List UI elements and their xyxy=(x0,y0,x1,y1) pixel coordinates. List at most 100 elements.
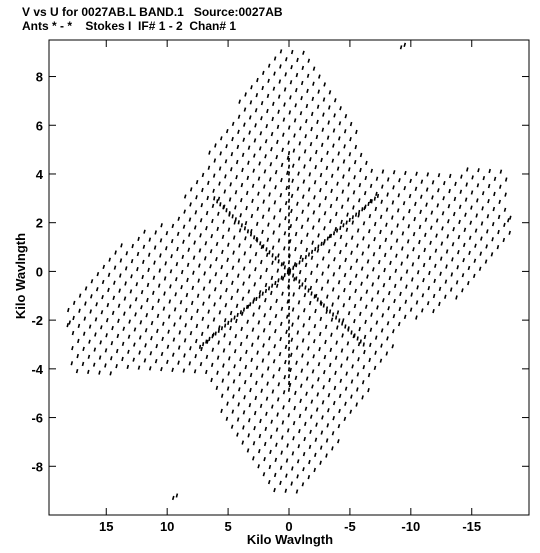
uv-point xyxy=(67,307,70,313)
uv-point xyxy=(427,285,431,291)
uv-point xyxy=(298,279,301,284)
uv-point xyxy=(124,266,128,271)
uv-point xyxy=(350,330,353,335)
uv-point xyxy=(283,374,287,380)
uv-point xyxy=(218,325,221,330)
uv-point xyxy=(246,229,250,234)
uv-point xyxy=(272,230,275,235)
uv-point xyxy=(248,115,252,120)
uv-point xyxy=(338,318,341,323)
uv-point xyxy=(66,323,69,328)
uv-point xyxy=(257,464,260,469)
uv-point xyxy=(316,392,320,397)
uv-point xyxy=(429,240,432,245)
uv-point xyxy=(431,180,435,185)
uv-point xyxy=(350,250,353,255)
uv-point xyxy=(247,160,250,165)
uv-point xyxy=(342,159,346,164)
uv-point xyxy=(327,264,330,269)
uv-point xyxy=(115,364,118,369)
uv-point xyxy=(183,209,186,214)
uv-point xyxy=(335,340,338,345)
uv-point xyxy=(237,114,241,119)
uv-point xyxy=(305,247,308,252)
uv-point xyxy=(484,259,488,264)
uv-point xyxy=(183,194,187,199)
uv-point xyxy=(268,320,272,326)
uv-point xyxy=(276,139,279,145)
uv-point xyxy=(309,429,312,434)
uv-point xyxy=(257,191,260,196)
uv-point xyxy=(470,205,473,210)
uv-point xyxy=(304,134,307,139)
uv-point xyxy=(403,185,407,191)
uv-point xyxy=(402,216,405,221)
uv-point xyxy=(339,249,342,255)
uv-point xyxy=(252,441,256,446)
uv-point xyxy=(359,167,362,173)
uv-point xyxy=(225,416,229,421)
uv-point xyxy=(463,227,467,233)
uv-point xyxy=(414,186,418,192)
uv-point xyxy=(349,265,353,271)
uv-point xyxy=(247,433,250,438)
uv-point xyxy=(214,143,217,148)
uv-point xyxy=(287,269,291,274)
uv-point xyxy=(356,336,359,341)
uv-point xyxy=(101,294,104,300)
uv-point xyxy=(295,489,299,494)
uv-point xyxy=(227,227,231,232)
uv-point xyxy=(282,132,285,137)
uv-point xyxy=(407,224,411,229)
uv-point xyxy=(225,272,229,278)
uv-point xyxy=(325,165,329,171)
uv-point xyxy=(422,262,426,268)
uv-point xyxy=(426,172,430,177)
uv-point xyxy=(270,275,274,280)
uv-point xyxy=(245,304,249,310)
uv-point xyxy=(124,281,127,286)
uv-point xyxy=(208,294,211,299)
uv-point xyxy=(376,305,379,310)
uv-point xyxy=(304,285,307,290)
uv-point xyxy=(372,267,375,272)
uv-point xyxy=(232,235,236,240)
uv-point xyxy=(446,234,450,239)
uv-point xyxy=(358,183,362,188)
uv-point xyxy=(269,305,272,311)
uv-point xyxy=(336,166,340,171)
uv-point xyxy=(375,176,379,181)
uv-point xyxy=(379,229,382,235)
uv-point xyxy=(254,123,257,128)
uv-point xyxy=(294,247,297,252)
uv-point xyxy=(458,219,461,225)
uv-point xyxy=(359,311,362,317)
uv-point xyxy=(296,474,299,479)
uv-point xyxy=(263,169,267,174)
uv-point xyxy=(75,369,79,374)
uv-point xyxy=(243,122,246,127)
uv-point xyxy=(125,251,129,256)
uv-point xyxy=(235,318,238,324)
uv-point xyxy=(344,386,348,391)
uv-point xyxy=(381,184,384,189)
uv-point xyxy=(113,265,117,270)
uv-point xyxy=(311,384,314,389)
uv-point xyxy=(243,226,247,231)
uv-point xyxy=(461,288,464,293)
uv-point xyxy=(275,442,278,447)
uv-point xyxy=(140,289,144,295)
uv-point xyxy=(293,405,296,411)
uv-point xyxy=(493,191,496,197)
uv-point xyxy=(445,264,448,269)
uv-point xyxy=(104,363,107,368)
uv-point xyxy=(250,85,253,90)
uv-point xyxy=(381,169,385,174)
uv-point xyxy=(88,324,92,329)
uv-point xyxy=(362,236,365,241)
uv-point xyxy=(328,377,331,383)
uv-point xyxy=(425,187,429,192)
uv-point xyxy=(298,413,302,419)
uv-point xyxy=(219,202,222,207)
chart-title: V vs U for 0027AB.L BAND.1 Source:0027AB xyxy=(22,5,283,19)
